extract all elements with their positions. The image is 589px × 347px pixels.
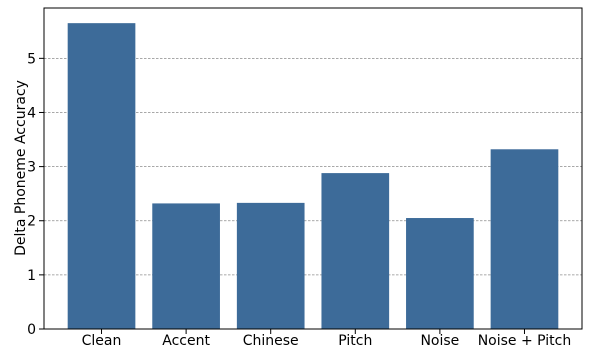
plot-frame [43,7,583,330]
x-tick-label: Accent [162,333,210,347]
bar-noise-pitch [490,149,559,329]
x-tick-label: Noise [420,333,459,347]
y-tick-label: 5 [27,51,36,67]
y-tick-label: 0 [27,322,36,338]
bars [67,23,559,329]
y-axis-label: Delta Phoneme Accuracy [13,80,29,256]
x-axis: Clean Accent Chinese Pitch Noise Noise + Pitc… [82,329,572,347]
y-axis: 0 1 2 3 4 5 [27,51,44,338]
x-tick-label: Clean [82,333,122,347]
bar-noise [406,218,474,329]
y-tick-label: 3 [27,160,36,176]
bar-pitch [321,173,390,329]
bar-accent [152,203,220,329]
y-tick-label: 1 [27,268,36,284]
bar-clean [67,23,136,329]
y-tick-label: 4 [27,105,36,121]
x-tick-label: Chinese [243,333,299,347]
x-tick-label: Noise + Pitch [478,333,572,347]
bar-chinese [236,202,305,329]
y-tick-label: 2 [27,214,36,230]
x-tick-label: Pitch [338,333,372,347]
